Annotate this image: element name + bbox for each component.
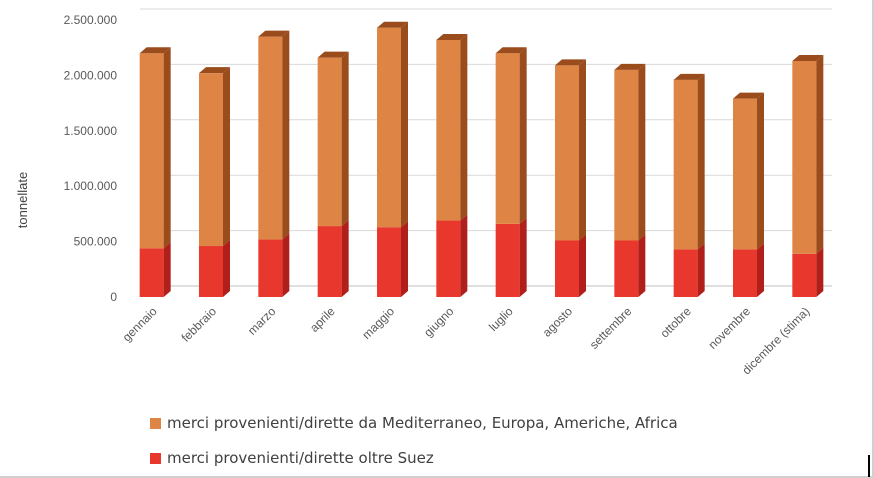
bar-side-mediterraneo [223,67,230,247]
legend-item-oltre-suez: merci provenienti/dirette oltre Suez [150,449,434,467]
bar-side-mediterraneo [519,47,527,224]
bar-side-mediterraneo [757,92,764,250]
bar-front-oltre-suez [258,239,283,297]
frame-border-right [872,0,874,478]
bar-front-mediterraneo [436,39,461,221]
x-tick-label: maggio [359,304,397,342]
bar-side-mediterraneo [163,47,171,249]
bar-top-cap [258,30,290,37]
y-tick-label: 500.000 [74,235,118,249]
bar-side-oltre-suez [579,234,586,297]
x-tick-label: luglio [486,304,516,334]
bar-top-cap [614,63,646,70]
bar-front-mediterraneo [317,57,342,227]
bar-side-mediterraneo [579,59,586,241]
bar-top-cap [317,51,349,58]
bar-side-oltre-suez [223,240,230,297]
bar-top-cap [673,73,705,80]
bar-side-oltre-suez [816,247,824,297]
bar-top-cap [139,47,171,54]
legend-label-mediterraneo: merci provenienti/dirette da Mediterrane… [167,414,678,432]
bar-side-oltre-suez [460,214,468,297]
bar-side-mediterraneo [341,51,349,227]
bar-front-oltre-suez [139,248,164,297]
bar-top-cap [792,54,824,61]
x-tick-label: giugno [421,304,457,340]
bar-front-oltre-suez [673,249,698,297]
legend-label-oltre-suez: merci provenienti/dirette oltre Suez [167,449,434,467]
bar-front-mediterraneo [733,98,757,250]
x-tick-label: settembre [587,304,635,352]
legend-swatch-mediterraneo [150,417,161,429]
bar-top-cap [733,92,764,99]
x-tick-label: febbraio [179,304,220,345]
frame-border-bottom [0,476,874,478]
bar-front-oltre-suez [792,253,817,297]
bar-side-mediterraneo [816,54,824,254]
bar-front-oltre-suez [495,223,520,297]
x-tick-label: marzo [245,304,279,338]
bar-side-oltre-suez [638,234,646,297]
bar-top-cap [555,59,586,66]
y-tick-label: 1.000.000 [64,179,118,193]
x-tick-label: gennaio [120,304,160,344]
bar-side-oltre-suez [163,242,171,297]
bar-top-cap [436,33,468,40]
gridlines [140,8,832,287]
bar-front-oltre-suez [317,226,342,297]
x-tick-label: ottobre [657,304,694,341]
bar-front-oltre-suez [377,227,401,297]
bar-side-oltre-suez [282,233,290,297]
bar-side-mediterraneo [697,73,705,250]
bar-side-oltre-suez [757,243,764,297]
bar-front-oltre-suez [614,240,639,297]
y-axis-title: tonnellate [15,172,30,228]
y-tick-label: 1.500.000 [64,124,118,138]
bar-side-oltre-suez [697,243,705,297]
bar-front-mediterraneo [673,79,698,250]
bar-side-mediterraneo [282,30,290,240]
bar-front-mediterraneo [792,60,817,254]
bar-front-oltre-suez [199,246,223,297]
bar-side-oltre-suez [401,221,408,297]
bar-front-mediterraneo [377,27,401,228]
bars [139,21,824,297]
bar-side-oltre-suez [341,220,349,297]
bar-front-mediterraneo [495,53,520,224]
y-tick-label: 2.000.000 [64,68,118,82]
bar-front-mediterraneo [139,53,164,249]
legend-item-mediterraneo: merci provenienti/dirette da Mediterrane… [150,414,678,432]
bar-top-cap [377,21,408,28]
bar-top-cap [199,67,230,74]
bar-side-mediterraneo [460,33,468,221]
y-tick-label: 0 [110,290,117,304]
bar-side-mediterraneo [638,63,646,241]
bar-front-mediterraneo [258,36,283,240]
x-tick-label: aprile [307,304,338,335]
x-tick-label: novembre [705,304,753,352]
bar-side-oltre-suez [519,217,527,297]
x-tick-label: agosto [540,304,576,340]
x-axis-ticks: gennaio febbraio marzo aprile maggio giugno lu… [120,304,813,377]
bar-front-mediterraneo [555,65,579,241]
bar-side-mediterraneo [401,21,408,228]
bar-front-oltre-suez [555,240,579,297]
text-cursor-mark [868,455,870,477]
bar-front-mediterraneo [199,73,223,247]
y-axis-ticks: 0 500.000 1.000.000 1.500.000 2.000.000 2.500… [64,13,118,304]
y-tick-label: 2.500.000 [64,13,118,27]
bar-front-mediterraneo [614,69,639,241]
bar-top-cap [495,47,527,54]
bar-front-oltre-suez [733,249,757,297]
bar-front-oltre-suez [436,220,461,297]
legend-swatch-oltre-suez [150,452,161,464]
